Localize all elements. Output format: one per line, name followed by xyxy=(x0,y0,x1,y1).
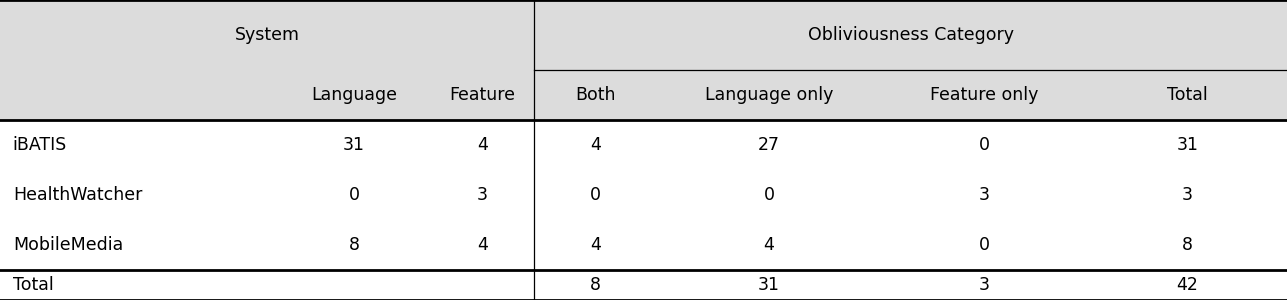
Bar xyxy=(0,219,1287,270)
Text: 31: 31 xyxy=(1176,136,1198,154)
Bar xyxy=(0,171,1287,219)
Bar xyxy=(0,270,1287,300)
Text: HealthWatcher: HealthWatcher xyxy=(13,186,143,204)
Text: Total: Total xyxy=(13,276,54,294)
Bar xyxy=(0,0,1287,70)
Text: 3: 3 xyxy=(477,186,488,204)
Text: 0: 0 xyxy=(349,186,359,204)
Text: 4: 4 xyxy=(589,136,601,154)
Text: 42: 42 xyxy=(1176,276,1198,294)
Text: Obliviousness Category: Obliviousness Category xyxy=(807,26,1014,44)
Text: 3: 3 xyxy=(1181,186,1193,204)
Text: 3: 3 xyxy=(979,276,990,294)
Text: System: System xyxy=(234,26,300,44)
Text: 31: 31 xyxy=(342,136,366,154)
Text: Both: Both xyxy=(575,86,615,104)
Text: 31: 31 xyxy=(758,276,780,294)
Text: Language only: Language only xyxy=(705,86,833,104)
Text: 4: 4 xyxy=(477,236,488,253)
Text: Feature: Feature xyxy=(449,86,516,104)
Text: 4: 4 xyxy=(763,236,775,253)
Text: MobileMedia: MobileMedia xyxy=(13,236,124,253)
Text: 8: 8 xyxy=(589,276,601,294)
Text: 0: 0 xyxy=(979,236,990,253)
Text: iBATIS: iBATIS xyxy=(13,136,67,154)
Text: Language: Language xyxy=(311,86,396,104)
Text: 27: 27 xyxy=(758,136,780,154)
Text: 4: 4 xyxy=(589,236,601,253)
Bar xyxy=(0,70,1287,120)
Text: 0: 0 xyxy=(589,186,601,204)
Text: Feature only: Feature only xyxy=(931,86,1039,104)
Text: 4: 4 xyxy=(477,136,488,154)
Text: 3: 3 xyxy=(979,186,990,204)
Text: 8: 8 xyxy=(349,236,359,253)
Text: 0: 0 xyxy=(979,136,990,154)
Bar xyxy=(0,120,1287,171)
Text: 0: 0 xyxy=(763,186,775,204)
Text: Total: Total xyxy=(1167,86,1207,104)
Text: 8: 8 xyxy=(1181,236,1193,253)
